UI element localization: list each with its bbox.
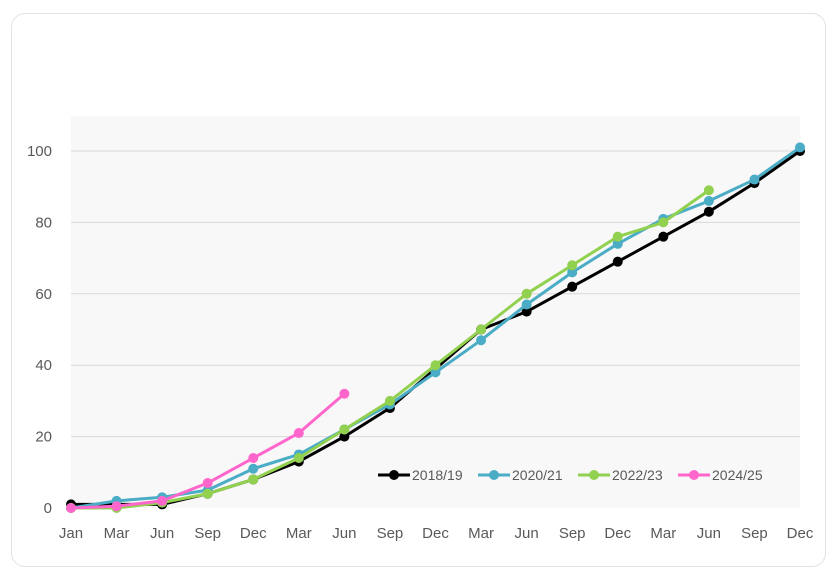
x-tick-label: Sep — [741, 525, 768, 542]
data-point — [430, 360, 441, 371]
data-point — [384, 395, 395, 406]
data-point — [430, 367, 441, 378]
x-tick-label: Dec — [604, 525, 631, 542]
data-point — [612, 256, 623, 267]
data-point — [293, 428, 304, 439]
data-point — [202, 478, 213, 489]
legend-label: 2020/21 — [512, 467, 563, 483]
x-tick-label: Mar — [286, 525, 312, 542]
data-point — [658, 231, 669, 242]
plot-area — [71, 116, 800, 508]
legend-marker-icon — [589, 470, 599, 480]
data-point — [795, 142, 805, 153]
x-tick-label: Jun — [697, 525, 721, 542]
legend-marker-icon — [489, 470, 499, 480]
data-point — [567, 281, 578, 292]
legend-label: 2024/25 — [712, 467, 763, 483]
y-tick-label: 40 — [35, 357, 52, 374]
x-tick-label: Sep — [377, 525, 404, 542]
data-point — [293, 453, 304, 464]
data-point — [749, 174, 760, 185]
legend-marker-icon — [689, 470, 699, 480]
legend-item: 2018/19 — [378, 467, 463, 483]
data-point — [521, 288, 532, 299]
x-tick-label: Dec — [787, 525, 814, 542]
data-point — [248, 453, 259, 464]
y-tick-label: 0 — [44, 500, 52, 517]
data-point — [202, 488, 213, 499]
data-point — [567, 260, 578, 271]
legend-item: 2022/23 — [578, 467, 663, 483]
data-point — [248, 474, 259, 485]
x-tick-label: Mar — [468, 525, 494, 542]
data-point — [157, 495, 168, 506]
data-point — [66, 503, 76, 513]
x-tick-label: Jan — [59, 525, 83, 542]
data-point — [658, 217, 669, 228]
x-tick-label: Dec — [422, 525, 449, 542]
x-tick-label: Sep — [559, 525, 586, 542]
series-2024-25 — [66, 388, 350, 513]
data-point — [339, 431, 350, 442]
legend-label: 2022/23 — [612, 467, 663, 483]
x-tick-label: Mar — [650, 525, 676, 542]
data-point — [111, 501, 122, 512]
y-tick-label: 60 — [35, 286, 52, 303]
data-point — [703, 185, 714, 196]
data-point — [521, 306, 532, 317]
data-point — [476, 324, 487, 335]
data-point — [521, 299, 532, 310]
x-tick-label: Dec — [240, 525, 267, 542]
data-point — [612, 231, 623, 242]
data-point — [339, 388, 350, 399]
data-point — [703, 206, 714, 217]
y-tick-label: 100 — [27, 143, 52, 160]
data-point — [248, 463, 259, 474]
x-tick-label: Sep — [194, 525, 221, 542]
legend-item: 2020/21 — [478, 467, 563, 483]
data-point — [476, 335, 487, 346]
legend: 2018/19 2020/21 2022/23 2024/25 — [378, 467, 763, 483]
data-point — [339, 424, 350, 435]
data-point — [612, 238, 623, 249]
x-tick-label: Jun — [515, 525, 539, 542]
legend-label: 2018/19 — [412, 467, 463, 483]
x-tick-label: Mar — [104, 525, 130, 542]
data-point — [567, 267, 578, 278]
y-tick-label: 20 — [35, 429, 52, 446]
legend-marker-icon — [389, 470, 399, 480]
legend-item: 2024/25 — [678, 467, 763, 483]
y-tick-label: 80 — [35, 214, 52, 231]
x-tick-label: Jun — [332, 525, 356, 542]
x-tick-label: Jun — [150, 525, 174, 542]
data-point — [703, 195, 714, 206]
